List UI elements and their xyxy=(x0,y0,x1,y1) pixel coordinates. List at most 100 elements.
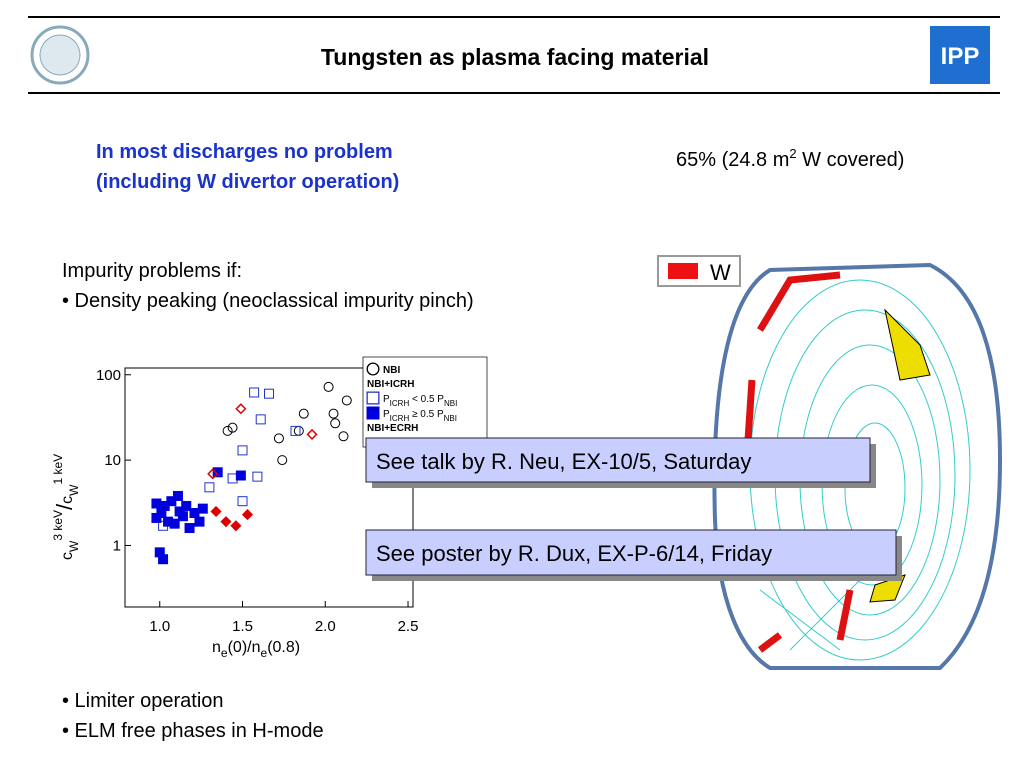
marker xyxy=(227,422,238,433)
legend-group: NBI+ICRH xyxy=(367,379,415,390)
marker xyxy=(158,554,169,565)
marker xyxy=(237,445,248,456)
y-axis-label-part: W xyxy=(67,540,81,552)
ipp-logo: IPP xyxy=(930,26,990,84)
marker xyxy=(210,505,222,518)
bullet: • ELM free phases in H-mode xyxy=(62,720,324,742)
callout: See talk by R. Neu, EX-10/5, Saturday xyxy=(365,437,876,488)
legend-label-part: ICRH xyxy=(390,414,410,423)
callout-text: See talk by R. Neu, EX-10/5, Saturday xyxy=(376,449,751,474)
legend-label-part: ≥ 0.5 P xyxy=(409,409,444,420)
legend-label-part: NBI xyxy=(444,414,457,423)
y-axis-label: cW3 keV/cW1 keV xyxy=(51,454,81,560)
x-axis-label: ne(0)/ne(0.8) xyxy=(212,639,300,660)
x-axis-label-part: n xyxy=(212,639,221,656)
y-axis-label-part: W xyxy=(67,484,81,496)
mpg-logo xyxy=(30,25,90,85)
legend-group: NBI+ECRH xyxy=(367,423,418,434)
x-axis-label-part: (0.8) xyxy=(267,639,300,656)
marker xyxy=(235,403,247,415)
legend-label: PICRH ≥ 0.5 PNBI xyxy=(383,409,457,423)
slide-title: Tungsten as plasma facing material xyxy=(321,44,709,70)
marker xyxy=(330,418,341,429)
y-axis-label-part: c xyxy=(59,552,76,560)
marker xyxy=(366,362,380,376)
callout: See poster by R. Dux, EX-P-6/14, Friday xyxy=(365,529,902,581)
legend-label-part: NBI xyxy=(383,365,400,376)
marker xyxy=(338,431,349,442)
x-axis-label-part: (0)/n xyxy=(228,639,261,656)
legend-label: PICRH < 0.5 PNBI xyxy=(383,394,457,408)
marker xyxy=(207,468,219,480)
bullet: • Limiter operation xyxy=(62,690,224,712)
x-tick-label: 2.0 xyxy=(315,618,336,635)
coverage-text: W covered) xyxy=(797,149,905,171)
highlight: In most discharges no problem xyxy=(96,141,393,163)
marker xyxy=(328,408,339,419)
marker xyxy=(306,428,318,440)
marker xyxy=(227,473,238,484)
legend-label-part: ICRH xyxy=(390,399,410,408)
marker xyxy=(169,518,180,529)
marker xyxy=(241,509,254,521)
coverage: 65% (24.8 m2 W covered) xyxy=(676,146,904,171)
y-axis-label-part: 3 keV xyxy=(51,510,65,541)
marker xyxy=(230,520,242,532)
marker xyxy=(237,496,248,507)
marker xyxy=(293,425,304,436)
marker xyxy=(177,511,188,522)
coverage-sup: 2 xyxy=(789,146,796,161)
svg-text:IPP: IPP xyxy=(941,43,980,70)
marker xyxy=(222,425,233,436)
marker xyxy=(194,516,205,527)
x-tick-label: 1.5 xyxy=(232,618,253,635)
legend-label-part: < 0.5 P xyxy=(409,394,444,405)
marker xyxy=(189,507,200,518)
problems-heading: Impurity problems if: xyxy=(62,260,242,282)
marker xyxy=(197,503,208,514)
x-tick-label: 1.0 xyxy=(149,618,170,635)
legend-label-part: P xyxy=(383,409,390,420)
marker xyxy=(264,388,274,399)
y-axis-label-part: 1 keV xyxy=(51,454,65,485)
marker xyxy=(366,406,380,420)
legend-label-part: P xyxy=(383,394,390,405)
y-tick-label: 100 xyxy=(96,367,121,384)
marker xyxy=(166,496,177,507)
highlight: (including W divertor operation) xyxy=(96,171,399,193)
marker xyxy=(366,391,380,405)
y-tick-label: 10 xyxy=(104,452,121,469)
x-axis-label-part: e xyxy=(261,646,268,660)
callout-text: See poster by R. Dux, EX-P-6/14, Friday xyxy=(376,541,772,566)
bullet: • Density peaking (neoclassical impurity… xyxy=(62,290,474,312)
marker xyxy=(156,507,167,518)
marker xyxy=(235,470,246,481)
legend-box xyxy=(362,356,488,448)
legend-label: NBI xyxy=(383,365,400,376)
x-axis-label-part: e xyxy=(221,646,228,660)
marker xyxy=(298,408,309,419)
marker xyxy=(184,523,195,534)
marker xyxy=(212,467,223,478)
marker xyxy=(181,500,192,511)
marker xyxy=(273,433,284,444)
marker xyxy=(290,425,301,436)
x-tick-label: 2.5 xyxy=(398,618,419,635)
marker xyxy=(277,455,288,466)
y-axis-label-part: c xyxy=(59,496,76,504)
legend-label-part: NBI xyxy=(444,399,457,408)
marker xyxy=(204,482,215,493)
marker xyxy=(255,414,266,425)
marker xyxy=(220,516,232,528)
figure-legend: W xyxy=(710,260,731,285)
marker xyxy=(323,381,334,392)
marker xyxy=(249,387,260,398)
coverage-text: 65% (24.8 m xyxy=(676,149,789,171)
y-axis-label-part: / xyxy=(52,503,77,510)
marker xyxy=(252,471,263,482)
y-tick-label: 1 xyxy=(113,537,121,554)
